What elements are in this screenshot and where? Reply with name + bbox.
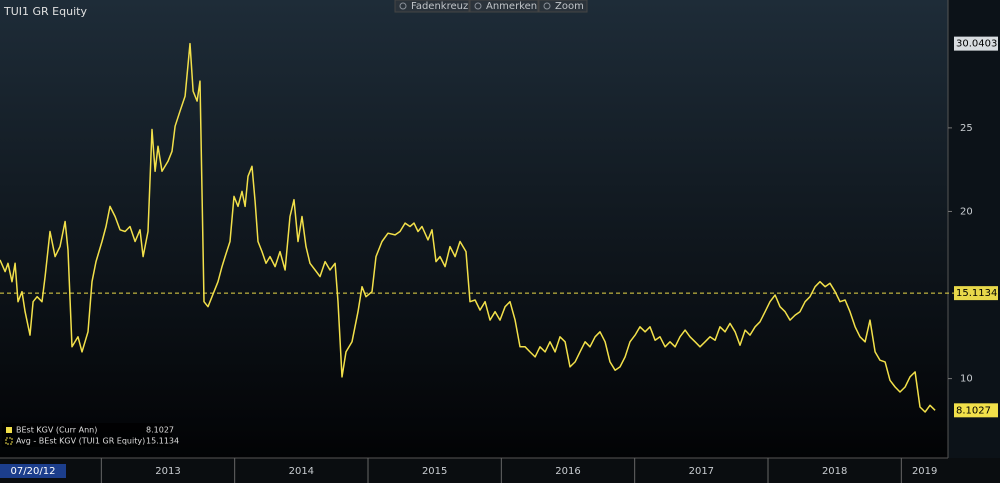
x-tick-label: 2015 bbox=[422, 466, 447, 477]
legend-box bbox=[2, 423, 172, 447]
toolbar-button[interactable] bbox=[538, 0, 588, 13]
toolbar-label[interactable]: Anmerken bbox=[486, 1, 537, 12]
x-axis-band bbox=[0, 458, 1000, 483]
x-tick-label: 2019 bbox=[912, 466, 937, 477]
legend-value: 8.1027 bbox=[146, 426, 174, 435]
x-tick-label: 2016 bbox=[555, 466, 580, 477]
y-tick-label: 10 bbox=[960, 374, 973, 385]
toolbar-button[interactable] bbox=[394, 0, 470, 13]
high-value-label: 30.0403 bbox=[956, 39, 997, 50]
toolbar-icon bbox=[399, 2, 407, 10]
x-tick-label: 2013 bbox=[155, 466, 180, 477]
average-value-label: 15.1134 bbox=[956, 288, 997, 299]
legend-swatch bbox=[5, 437, 13, 445]
legend-value: 15.1134 bbox=[146, 437, 179, 446]
toolbar-button[interactable] bbox=[469, 0, 539, 13]
axis-background bbox=[948, 0, 1000, 458]
series-line bbox=[0, 42, 936, 413]
legend-swatch bbox=[6, 427, 12, 433]
start-date-box bbox=[0, 464, 66, 478]
toolbar: Fadenkreuz Anmerken Zoom bbox=[394, 0, 588, 13]
chart-title: TUI1 GR Equity bbox=[3, 5, 87, 18]
y-tick-label: 25 bbox=[960, 123, 973, 134]
average-value-label-box bbox=[954, 286, 998, 301]
start-date: 07/20/12 bbox=[11, 466, 56, 477]
x-tick-label: 2017 bbox=[689, 466, 714, 477]
x-tick-label: 2014 bbox=[289, 466, 314, 477]
plot-background bbox=[0, 0, 948, 458]
last-value-label: 8.1027 bbox=[956, 405, 991, 416]
last-value-label-box bbox=[954, 403, 998, 418]
toolbar-label[interactable]: Fadenkreuz bbox=[411, 1, 468, 12]
toolbar-icon bbox=[543, 2, 551, 10]
x-tick-label: 2018 bbox=[822, 466, 847, 477]
legend-label: Avg - BEst KGV (TUI1 GR Equity) bbox=[16, 437, 145, 446]
toolbar-label[interactable]: Zoom bbox=[555, 1, 584, 12]
toolbar-icon bbox=[474, 2, 482, 10]
y-tick-label: 20 bbox=[960, 206, 973, 217]
legend-label: BEst KGV (Curr Ann) bbox=[16, 426, 97, 435]
high-value-label-box bbox=[954, 36, 998, 51]
